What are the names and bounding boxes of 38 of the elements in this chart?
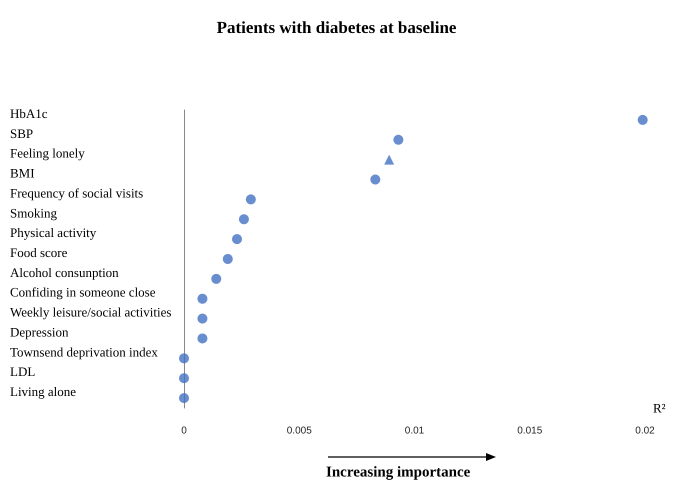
text: Increasing importance: [326, 464, 471, 480]
y-tick-label: HbA1c: [10, 106, 48, 121]
point: [211, 274, 222, 284]
point: [179, 373, 189, 384]
x-tick-label: 0.02: [635, 426, 656, 436]
point: [197, 333, 208, 344]
y-tick-label: Townsend deprivation index: [10, 344, 158, 360]
x-tick-label: 0.005: [286, 426, 312, 436]
y-tick-label: Living alone: [10, 384, 76, 400]
point: [197, 294, 208, 304]
point: [638, 114, 648, 125]
y-tick-label: SBP: [10, 126, 34, 141]
x-tick-label: 0: [181, 426, 188, 436]
point: [179, 353, 189, 364]
chart-title: Patients with diabetes at baseline: [216, 18, 457, 37]
y-tick-label: Physical activity: [10, 225, 97, 240]
point: [370, 174, 380, 185]
point: [232, 234, 242, 244]
y-tick-label: Depression: [10, 324, 69, 340]
y-tick-label: Weekly leisure/social activities: [10, 304, 172, 320]
y-tick-label: Confiding in someone close: [10, 284, 156, 300]
y-tick-label: BMI: [10, 166, 35, 181]
y-tick-label: Smoking: [10, 205, 58, 220]
point: [222, 254, 233, 264]
point: [197, 314, 208, 324]
y-tick-label: Frequency of social visits: [10, 185, 144, 200]
point: [384, 154, 394, 165]
y-tick-label: Feeling lonely: [10, 146, 86, 161]
x-tick-label: 0.015: [517, 426, 543, 436]
y-tick-label: LDL: [10, 364, 36, 380]
point: [246, 194, 256, 204]
point: [179, 393, 189, 404]
y-tick-label: Alcohol consunption: [10, 264, 120, 280]
point: [393, 134, 404, 145]
point: [238, 214, 249, 224]
x-tick-label: 0.01: [404, 426, 425, 436]
x-axis-title: R²: [653, 400, 666, 416]
y-tick-label: Food score: [10, 245, 68, 260]
